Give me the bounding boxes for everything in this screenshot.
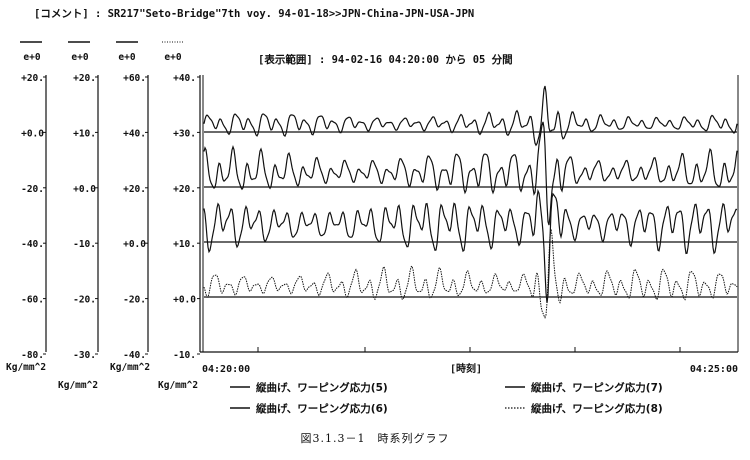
series-line-8	[203, 229, 738, 319]
axis3-tick-label: -40.	[123, 350, 146, 361]
axis2-tick-label: +0.0	[73, 184, 96, 195]
legend-label-5: 縦曲げ、ワーピング応力(5)	[256, 381, 388, 394]
axis4-tick-label: +10.	[173, 239, 196, 250]
axis4-tick-label: +20.	[173, 184, 196, 195]
comment-header: [コメント] : SR217"Seto-Bridge"7th voy. 94-0…	[34, 8, 475, 20]
axis3-tick-label: +40.	[123, 128, 146, 139]
axis3-tick-label: +0.0	[123, 239, 146, 250]
axis4-tick-label: +0.0	[173, 295, 196, 306]
time-series-chart: e+0 e+0 e+0 e+0 +20. +0.0 -20. -40. -60. -80.…	[6, 41, 739, 415]
axis2-unit: Kg/mm^2	[58, 380, 98, 391]
legend-label-7: 縦曲げ、ワーピング応力(7)	[531, 381, 663, 394]
axis4-tick-label: +30.	[173, 128, 196, 139]
axis2-tick-label: -20.	[73, 295, 96, 306]
axis2-tick-label: +10.	[73, 128, 96, 139]
x-start-label: 04:20:00	[202, 364, 250, 375]
axis1-tick-label: -20.	[21, 184, 44, 195]
axis2-header: e+0	[71, 52, 88, 63]
axis2-tick-label: +20.	[73, 73, 96, 84]
axis1-unit: Kg/mm^2	[6, 362, 46, 373]
axis1-tick-label: +0.0	[21, 128, 44, 139]
display-range-header: [表示範囲] : 94-02-16 04:20:00 から 05 分間	[258, 54, 513, 66]
axis4-tick-label: +40.	[173, 73, 196, 84]
axis1-tick-label: -40.	[21, 239, 44, 250]
figure-caption: 図3.1.3－1 時系列グラフ	[300, 432, 450, 445]
axis4-tick-label: -10.	[173, 350, 196, 361]
axis3-header: e+0	[118, 52, 135, 63]
axis2-tick-label: -10.	[73, 239, 96, 250]
axis1-tick-label: -80.	[21, 350, 44, 361]
axis1-header: e+0	[23, 52, 40, 63]
legend: 縦曲げ、ワーピング応力(5) 縦曲げ、ワーピング応力(6) 縦曲げ、ワーピング応…	[230, 381, 663, 415]
series-line-5	[203, 85, 738, 147]
axis4-unit: Kg/mm^2	[158, 380, 198, 391]
axis1-tick-label: -60.	[21, 295, 44, 306]
x-end-label: 04:25:00	[690, 364, 738, 375]
series-line-6	[203, 121, 738, 226]
series-line-7	[203, 188, 738, 303]
axis3-unit: Kg/mm^2	[110, 362, 150, 373]
axis1-tick-label: +20.	[21, 73, 44, 84]
axis3-tick-label: +60.	[123, 73, 146, 84]
axis-tick-labels: +20. +0.0 -20. -40. -60. -80. +20. +10. +0.0 -10.…	[21, 73, 200, 361]
axis4-header: e+0	[164, 52, 181, 63]
axis2-tick-label: -30.	[73, 350, 96, 361]
legend-label-8: 縦曲げ、ワーピング応力(8)	[531, 402, 663, 415]
legend-label-6: 縦曲げ、ワーピング応力(6)	[256, 402, 388, 415]
axis3-tick-label: +20.	[123, 184, 146, 195]
axis3-tick-label: -20.	[123, 295, 146, 306]
x-axis-title: [時刻]	[450, 362, 482, 375]
